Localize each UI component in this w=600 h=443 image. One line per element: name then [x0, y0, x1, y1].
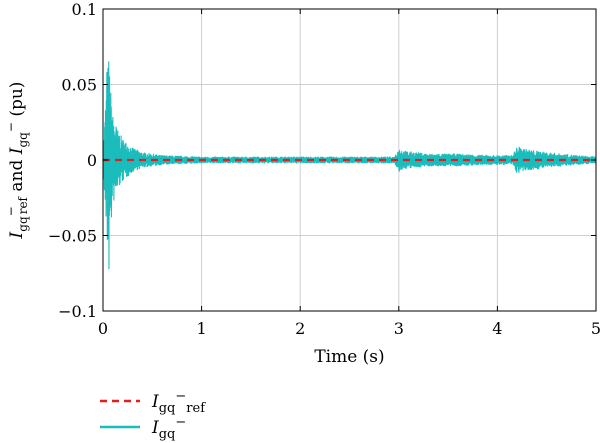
- series-igq-line: [103, 61, 596, 270]
- y-tick-label: 0: [87, 151, 97, 170]
- series-layer: [103, 61, 596, 270]
- legend-label-1: Igq−: [151, 415, 186, 442]
- y-tick-label: 0.05: [61, 76, 97, 95]
- x-tick-label: 0: [98, 319, 108, 338]
- x-tick-label: 4: [492, 319, 502, 338]
- y-axis-title-part: I: [7, 231, 27, 239]
- y-axis-title-part: and: [7, 154, 27, 197]
- legend-label-0: Igq−ref: [151, 389, 206, 416]
- x-axis-title: Time (s): [314, 347, 384, 367]
- y-axis-title: Igq−ref and Igq− (pu): [4, 82, 30, 240]
- y-tick-label: 0.1: [72, 0, 97, 19]
- ticks: 0 1 2 3 4 5 −0.1 −0.05 0 0.05 0.1: [48, 0, 600, 338]
- y-axis-title-part: −: [4, 206, 18, 216]
- y-axis-title-part: ref: [16, 195, 30, 214]
- y-axis-title-part: I: [7, 147, 27, 155]
- y-axis-title-part: (pu): [7, 82, 27, 123]
- y-axis-title-part: −: [4, 122, 18, 132]
- x-tick-label: 3: [394, 319, 404, 338]
- x-tick-label: 1: [197, 319, 207, 338]
- x-tick-label: 2: [295, 319, 305, 338]
- x-tick-label: 5: [591, 319, 600, 338]
- y-tick-label: −0.1: [58, 302, 97, 321]
- y-axis-title-part: gq: [16, 216, 30, 232]
- y-tick-label: −0.05: [48, 227, 97, 246]
- y-axis-title-part: gq: [16, 132, 30, 148]
